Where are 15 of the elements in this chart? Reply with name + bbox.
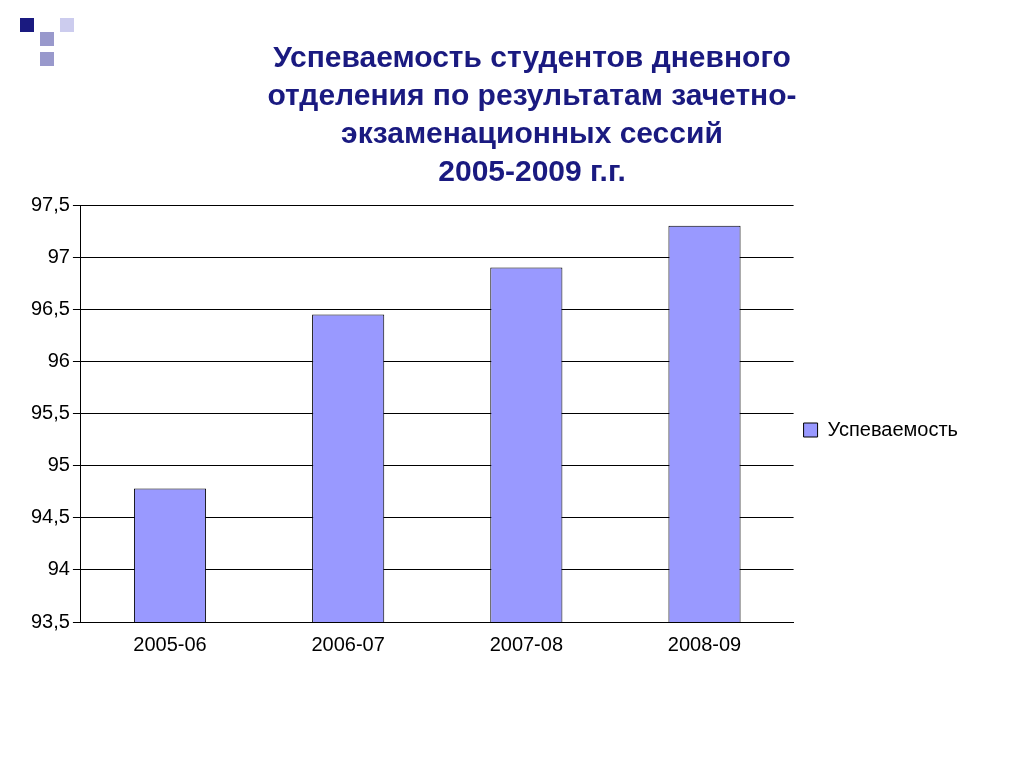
x-tick-label: 2008-09 bbox=[667, 632, 742, 655]
y-tick-label: 96 bbox=[47, 348, 70, 371]
x-tick-label: 2007-08 bbox=[489, 632, 564, 655]
legend-label: Успеваемость bbox=[827, 417, 958, 440]
x-tick-label: 2006-07 bbox=[311, 632, 385, 655]
y-tick-label: 94,5 bbox=[30, 505, 70, 528]
y-tick-label: 93,5 bbox=[30, 609, 70, 632]
y-tick-label: 95 bbox=[47, 453, 70, 476]
y-tick-label: 96,5 bbox=[30, 296, 70, 319]
y-tick-label: 95,5 bbox=[30, 401, 70, 424]
y-tick-label: 94 bbox=[47, 557, 70, 580]
x-tick-label: 2005-06 bbox=[133, 632, 207, 655]
y-tick-label: 97 bbox=[47, 244, 70, 267]
y-tick-label: 97,5 bbox=[30, 192, 70, 215]
chart-title: Успеваемость студентов дневного отделения по результатам зачетно- экзаменационных сессий 2005-2009 г.г. bbox=[266, 39, 798, 189]
